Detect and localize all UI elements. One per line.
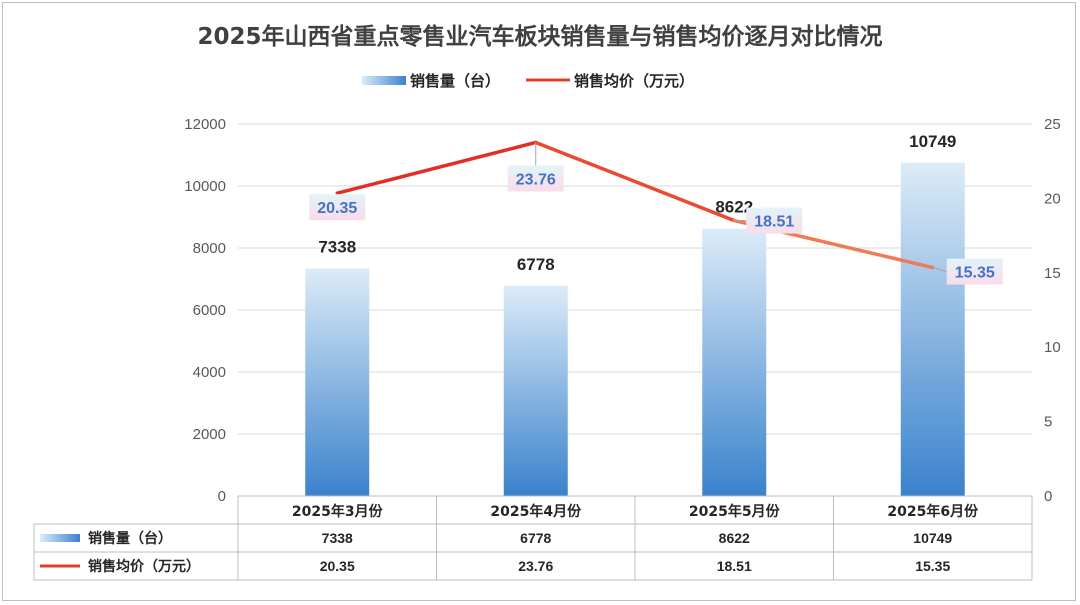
bar-series: [305, 162, 965, 496]
y-left-axis: 0 2000 4000 6000 8000 10000 12000: [184, 116, 226, 505]
table-cell: 15.35: [915, 558, 950, 574]
y-right-tick-label: 0: [1044, 488, 1052, 505]
line-data-label: 18.51: [754, 214, 794, 231]
bar: [702, 228, 767, 496]
line-label-box: [746, 207, 803, 234]
bar-data-label: 8622: [715, 198, 753, 217]
x-category-label: 2025年5月份: [689, 503, 781, 520]
y-left-tick-label: 0: [218, 488, 226, 505]
y-left-tick-label: 4000: [193, 364, 226, 381]
y-right-axis: 0 5 10 15 20 25: [1044, 116, 1061, 505]
line-segment: [534, 140, 736, 223]
line-data-label: 20.35: [317, 200, 357, 217]
table-cell: 23.76: [518, 558, 553, 574]
y-right-tick-label: 20: [1044, 190, 1061, 207]
y-right-tick-label: 25: [1044, 116, 1061, 133]
bar-data-label: 10749: [909, 132, 956, 151]
table-cell: 20.35: [320, 558, 355, 574]
table-row-label: 销售均价（万元）: [88, 558, 200, 575]
table-cell: 10749: [913, 530, 952, 546]
bar: [503, 285, 568, 496]
bar: [305, 268, 370, 496]
table-row-swatch-bar: [40, 534, 80, 542]
line-label-box: [309, 194, 366, 221]
line-label-leader: [932, 267, 947, 273]
table-cell: 7338: [322, 530, 353, 546]
legend-bar-swatch: [362, 76, 406, 85]
x-category-label: 2025年3月份: [292, 503, 384, 520]
y-left-tick-label: 8000: [193, 240, 226, 257]
bar: [900, 162, 965, 496]
line-data-label: 23.76: [516, 171, 556, 188]
x-category-label: 2025年4月份: [490, 503, 582, 520]
line-label-box: [946, 258, 1003, 285]
line-labels: 20.35 23.76 18.51 15.35: [309, 142, 1003, 285]
bar-data-label: 7338: [318, 238, 356, 257]
y-left-tick-label: 12000: [184, 116, 226, 133]
table-cell: 6778: [520, 530, 551, 546]
legend-bar-label: 销售量（台）: [410, 72, 500, 90]
legend: 销售量（台） 销售均价（万元）: [362, 72, 694, 90]
y-right-tick-label: 15: [1044, 265, 1061, 282]
line-segment: [335, 140, 538, 195]
x-category-label: 2025年6月份: [887, 503, 979, 520]
chart-title: 2025年山西省重点零售业汽车板块销售量与销售均价逐月对比情况: [197, 23, 882, 50]
line-series: [335, 140, 935, 270]
legend-line-label: 销售均价（万元）: [574, 72, 694, 90]
table-row-label: 销售量（台）: [88, 530, 172, 547]
y-right-tick-label: 10: [1044, 339, 1061, 356]
line-data-label: 15.35: [955, 265, 995, 282]
table-cell: 18.51: [717, 558, 752, 574]
bar-data-label: 6778: [517, 255, 555, 274]
y-left-tick-label: 10000: [184, 178, 226, 195]
y-right-tick-label: 5: [1044, 414, 1052, 431]
y-left-tick-label: 6000: [193, 302, 226, 319]
line-label-box: [507, 165, 564, 192]
y-left-tick-label: 2000: [193, 426, 226, 443]
bar-labels: 7338 6778 8622 10749: [318, 132, 956, 274]
table-cell: 8622: [719, 530, 750, 546]
